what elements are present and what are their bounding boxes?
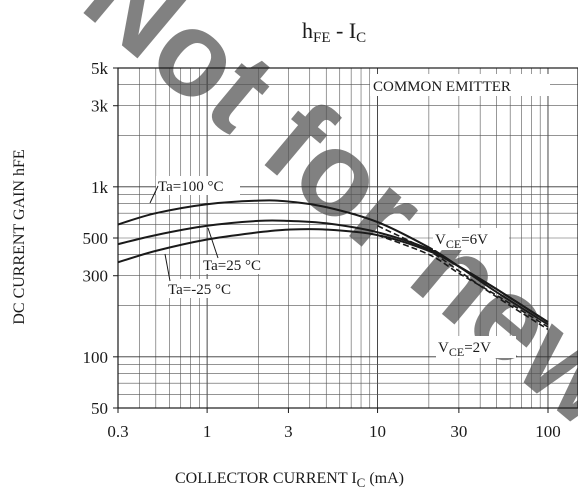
x-tick-label: 3 [284,422,293,441]
vce-2v-label: VCE=2V [438,340,491,359]
x-tick-label: 10 [369,422,386,441]
chart-title: hFE - IC [302,18,366,46]
y-tick-label: 100 [83,348,109,367]
y-tick-label: 50 [91,399,108,418]
leader-ta100 [149,185,159,204]
tam25-label-bg [165,279,245,298]
vce6-label-bg [433,228,509,250]
y-tick-label: 3k [91,97,109,116]
series-line-2 [117,228,549,323]
x-tick-label: 100 [535,422,561,441]
y-tick-label: 5k [91,59,109,78]
x-axis-label: COLLECTOR CURRENT IC (mA) [175,470,404,490]
leader-ta-25 [164,253,171,282]
x-tick-label: 1 [203,422,212,441]
series-line-3 [377,225,549,331]
tick-labels: 0.3 1 3 10 30 100 50 100 300 500 1k 3k 5k [83,59,561,441]
x-tick-label: 30 [450,422,467,441]
annotation-ta100: Ta=100 °C [158,179,224,195]
vce-6v-label: VCE=6V [435,232,488,251]
series-line-4 [377,234,549,328]
annotation-ta25: Ta=25 °C [203,258,261,274]
y-tick-label: 1k [91,178,109,197]
x-tick-label: 0.3 [107,422,128,441]
ta25-label-bg [200,255,276,274]
leader-ta25 [207,227,219,259]
curves [117,199,549,331]
common-emitter-label: COMMON EMITTER [373,79,511,95]
vce2-label-bg [436,336,516,358]
y-tick-label: 500 [83,229,109,248]
ta100-label-bg [156,176,240,195]
y-axis-label: DC CURRENT GAIN hFE [11,149,28,324]
annotation-ta-25: Ta=-25 °C [168,282,231,298]
common-emitter-box-bg [370,74,550,96]
y-tick-label: 300 [83,267,109,286]
